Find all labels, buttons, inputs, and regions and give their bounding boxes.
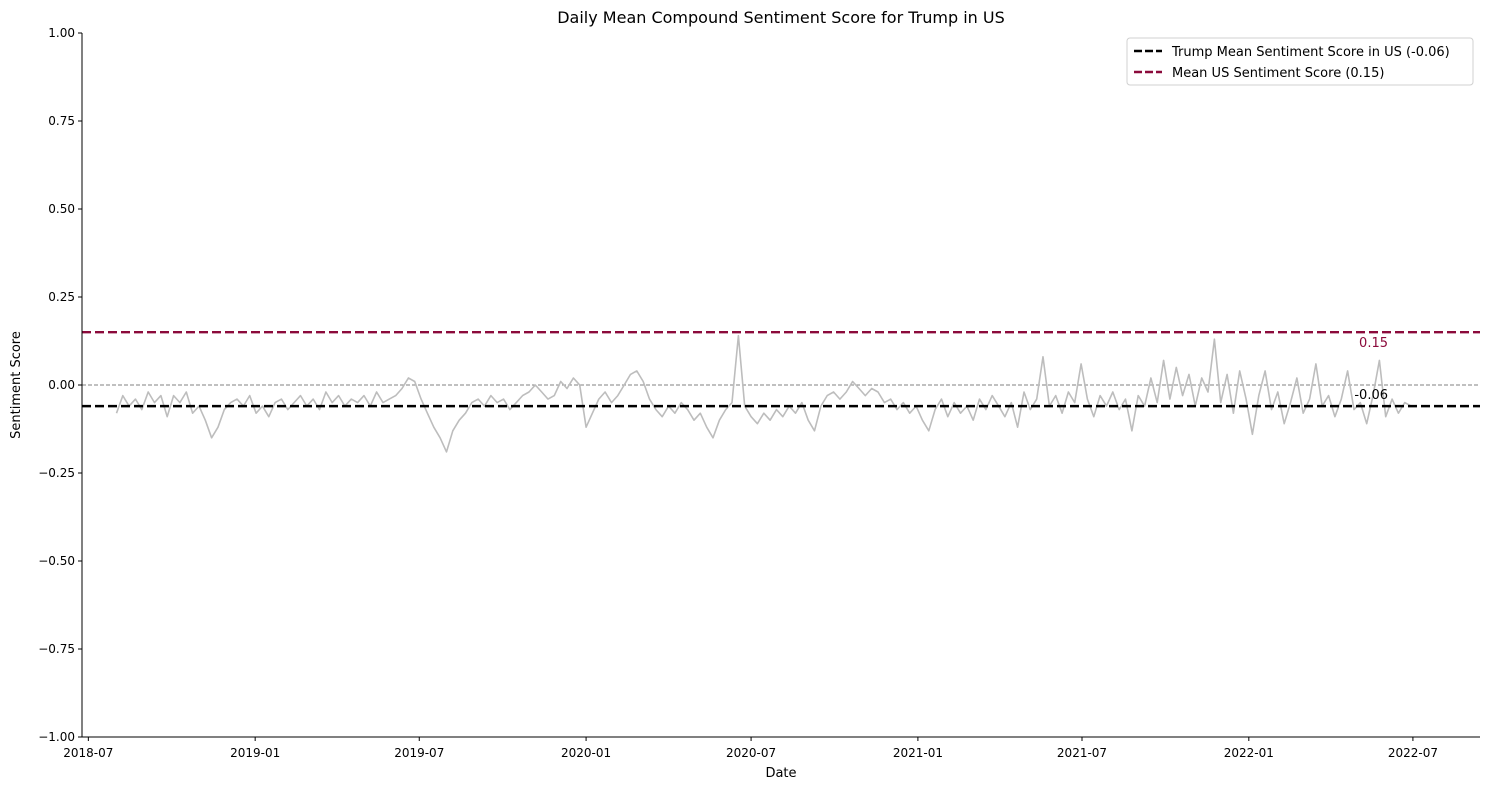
y-tick-label: 1.00 xyxy=(48,26,75,40)
x-tick-label: 2019-01 xyxy=(230,746,280,760)
axes: −1.00 −0.75 −0.50 −0.25 0.00 0.25 0.50 0.75 1.00… xyxy=(38,26,1480,760)
y-tick-label: 0.75 xyxy=(48,114,75,128)
x-tick-label: 2021-07 xyxy=(1057,746,1107,760)
sentiment-series-line xyxy=(115,334,1412,453)
us-mean-annotation: 0.15 xyxy=(1359,336,1388,351)
chart-title: Daily Mean Compound Sentiment Score for … xyxy=(557,8,1005,27)
y-tick-label: 0.25 xyxy=(48,290,75,304)
x-tick-label: 2020-07 xyxy=(726,746,776,760)
y-tick-label: −0.75 xyxy=(38,642,75,656)
y-tick-label: −0.25 xyxy=(38,466,75,480)
legend-box xyxy=(1126,37,1474,86)
x-axis-label: Date xyxy=(765,766,796,781)
legend-entry: Trump Mean Sentiment Score in US (-0.06) xyxy=(1171,45,1450,60)
y-tick-label: −1.00 xyxy=(38,730,75,744)
legend-entry: Mean US Sentiment Score (0.15) xyxy=(1172,66,1384,81)
x-tick-label: 2020-01 xyxy=(561,746,611,760)
x-tick-label: 2021-01 xyxy=(893,746,943,760)
y-tick-label: 0.50 xyxy=(48,202,75,216)
legend: Trump Mean Sentiment Score in US (-0.06)… xyxy=(1126,37,1474,86)
y-axis-label: Sentiment Score xyxy=(9,331,24,439)
y-tick-label: −0.50 xyxy=(38,554,75,568)
trump-mean-annotation: -0.06 xyxy=(1354,388,1388,403)
x-tick-label: 2018-07 xyxy=(63,746,113,760)
x-tick-label: 2019-07 xyxy=(394,746,444,760)
x-tick-label: 2022-01 xyxy=(1224,746,1274,760)
y-tick-label: 0.00 xyxy=(48,378,75,392)
plot-area: -0.06 0.15 xyxy=(82,331,1480,453)
x-tick-label: 2022-07 xyxy=(1388,746,1438,760)
